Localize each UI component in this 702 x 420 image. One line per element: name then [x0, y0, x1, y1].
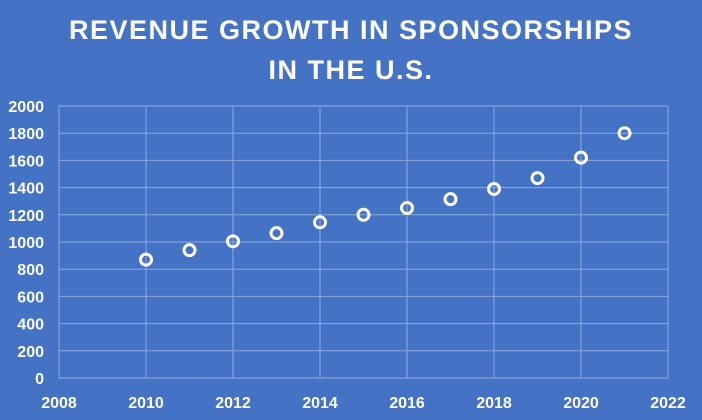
x-tick-label: 2010 — [128, 395, 164, 412]
data-point — [226, 234, 240, 249]
data-point — [574, 150, 588, 165]
data-point — [443, 192, 458, 207]
y-tick-label: 600 — [17, 289, 44, 306]
y-tick-label: 200 — [17, 344, 44, 361]
y-tick-label: 2000 — [8, 99, 44, 116]
x-tick-label: 2014 — [302, 395, 338, 412]
y-tick-label: 1200 — [8, 208, 44, 225]
data-point — [269, 226, 284, 241]
data-point — [356, 207, 371, 222]
y-tick-label: 1600 — [8, 153, 44, 170]
data-point — [400, 201, 414, 215]
x-tick-label: 2008 — [41, 395, 77, 412]
x-tick-label: 2020 — [563, 395, 599, 412]
x-tick-label: 2012 — [215, 395, 251, 412]
y-tick-label: 400 — [17, 317, 44, 334]
data-point — [617, 126, 632, 141]
chart-title-line-1: REVENUE GROWTH IN SPONSORSHIPS — [68, 15, 634, 45]
x-tick-label: 2018 — [476, 395, 512, 412]
data-point — [530, 171, 545, 186]
data-point — [487, 181, 501, 196]
y-tick-label: 0 — [35, 371, 44, 388]
chart-title: REVENUE GROWTH IN SPONSORSHIPS IN THE U.… — [0, 10, 702, 90]
y-tick-label: 1400 — [8, 181, 44, 198]
y-tick-label: 800 — [17, 262, 44, 279]
data-point — [313, 215, 327, 230]
data-point — [182, 243, 197, 258]
x-tick-label: 2022 — [650, 395, 686, 412]
y-tick-label: 1000 — [8, 235, 44, 252]
y-tick-label: 1800 — [8, 126, 44, 143]
chart-title-line-2: IN THE U.S. — [268, 55, 434, 85]
x-tick-label: 2016 — [389, 395, 425, 412]
data-point — [139, 252, 153, 267]
